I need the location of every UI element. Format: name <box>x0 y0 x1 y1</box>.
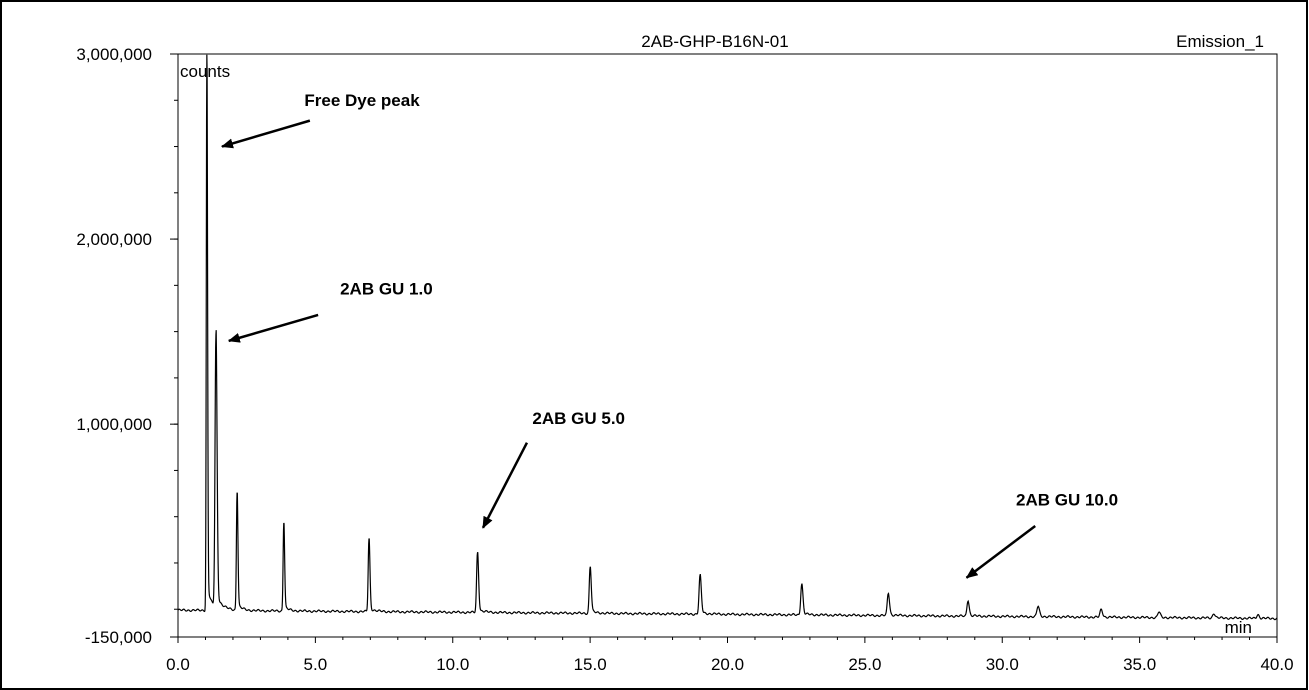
x-tick-label: 25.0 <box>848 655 881 674</box>
annotation-arrow <box>481 442 529 529</box>
x-tick-label: 35.0 <box>1123 655 1156 674</box>
x-tick-label: 15.0 <box>574 655 607 674</box>
peak-annotation: 2AB GU 10.0 <box>965 491 1118 579</box>
x-tick-label: 5.0 <box>304 655 328 674</box>
y-tick-label: 2,000,000 <box>76 230 152 249</box>
peak-annotation: 2AB GU 5.0 <box>481 409 625 529</box>
x-tick-label: 0.0 <box>166 655 190 674</box>
plot-area <box>177 53 1278 638</box>
annotation-arrow <box>965 524 1036 579</box>
annotation-label: Free Dye peak <box>304 91 420 110</box>
annotation-label: 2AB GU 10.0 <box>1016 491 1118 510</box>
annotation-arrow <box>227 313 319 343</box>
chart-title: 2AB-GHP-B16N-01 <box>641 32 788 51</box>
annotation-label: 2AB GU 1.0 <box>340 280 433 299</box>
channel-label: Emission_1 <box>1176 32 1264 51</box>
y-tick-label: 3,000,000 <box>76 45 152 64</box>
x-axis-label: min <box>1225 618 1252 637</box>
x-tick-label: 30.0 <box>986 655 1019 674</box>
chromatogram-trace <box>177 54 1278 621</box>
y-tick-label: 1,000,000 <box>76 415 152 434</box>
peak-annotation: Free Dye peak <box>221 91 420 149</box>
peak-annotation: 2AB GU 1.0 <box>227 280 433 343</box>
annotation-label: 2AB GU 5.0 <box>532 409 625 428</box>
annotation-arrow <box>221 119 311 149</box>
x-tick-label: 10.0 <box>436 655 469 674</box>
axes: 0.0 5.0 10.0 15.0 20.0 25.0 30.0 35.0 40.0 -150,0… <box>76 45 1293 674</box>
y-tick-label: -150,000 <box>85 628 152 647</box>
annotations: Free Dye peak 2AB GU 1.0 2AB GU 5.0 2AB GU … <box>221 91 1118 579</box>
x-tick-label: 20.0 <box>711 655 744 674</box>
x-tick-label: 40.0 <box>1260 655 1293 674</box>
y-axis-label: counts <box>180 62 230 81</box>
